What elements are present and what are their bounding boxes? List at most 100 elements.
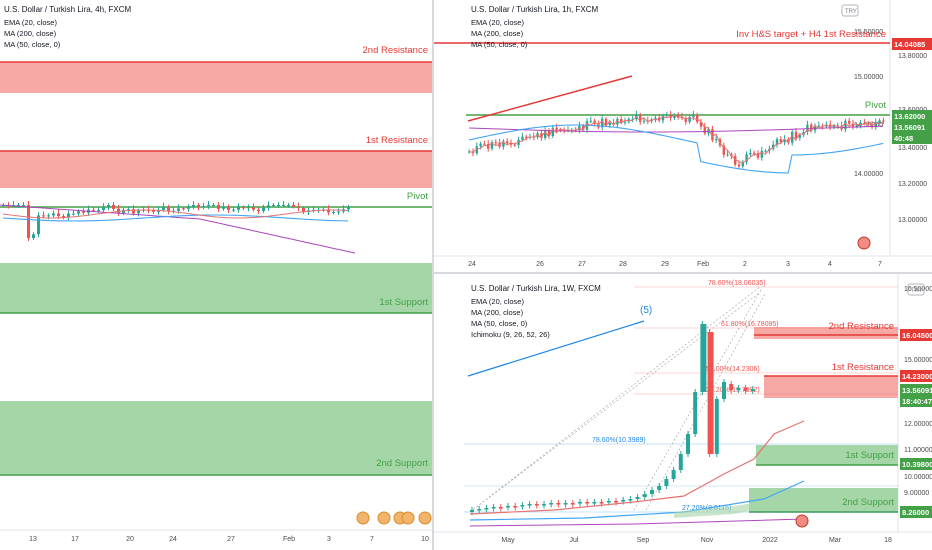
candle-4h (107, 205, 110, 208)
candle-4h (217, 205, 220, 209)
candle-1h (525, 136, 528, 138)
candle-1w (556, 503, 561, 505)
time-axis-label: 13 (29, 536, 37, 543)
time-axis-label: 3 (786, 261, 790, 268)
candle-1w (614, 501, 618, 503)
chart-title-1w: U.S. Dollar / Turkish Lira, 1W, FXCM (471, 284, 601, 293)
price-axis-label: 13.40000 (898, 145, 927, 152)
chart-panel-4h[interactable]: 14.5000014.0000013.5000013.0000012.50000… (0, 0, 432, 550)
candle-1h (829, 124, 832, 128)
candle-1h (760, 150, 763, 158)
time-axis-label: Jul (570, 537, 579, 544)
candle-1h (783, 139, 786, 143)
currency-badge[interactable] (841, 4, 859, 17)
time-axis-label: 24 (468, 261, 476, 268)
level-price-tag-0: 14.04085 (894, 40, 925, 49)
vertical-divider[interactable] (432, 0, 434, 550)
chart-1w-svg[interactable]: 16.5000015.0000013.0000012.0000011.00000… (434, 274, 932, 550)
candle-1w (714, 399, 719, 454)
candle-1h (612, 122, 615, 125)
level-label-2: Pivot (407, 191, 428, 202)
fib-level-label: 61.80%(16.78085) (721, 321, 779, 328)
level-label-1: Pivot (865, 100, 886, 111)
event-flag-icon[interactable] (356, 511, 370, 525)
event-flag-icon[interactable] (377, 511, 391, 525)
ichimoku-cloud (674, 494, 804, 518)
candle-4h (162, 206, 165, 210)
level-price-tag-1-bg (900, 370, 932, 382)
candle-1h (745, 154, 748, 162)
candle-4h (187, 207, 190, 209)
event-flag-icon[interactable] (401, 511, 415, 525)
event-flag-icon[interactable] (795, 514, 809, 528)
uptrend-line[interactable] (467, 75, 633, 122)
time-axis-label: Sep (637, 537, 650, 544)
zone-1st-support (0, 263, 432, 313)
candle-4h (177, 208, 180, 211)
zone-1st-resistance (0, 151, 432, 188)
candle-1h (787, 139, 790, 143)
price-axis-label: 11.00000 (904, 447, 932, 454)
candle-1h (794, 131, 798, 138)
time-axis-label: 24 (169, 536, 177, 543)
event-flag-icon[interactable] (418, 511, 432, 525)
candle-1w (686, 434, 690, 454)
wave-label: (5) (640, 305, 652, 316)
price-axis-label: 10.00000 (904, 474, 932, 481)
currency-badge[interactable] (907, 283, 925, 296)
candle-1w (729, 384, 734, 390)
candle-1h (832, 125, 836, 128)
level-label-3: 2nd Support (842, 497, 894, 508)
candle-1h (677, 115, 680, 117)
candle-1w (585, 502, 590, 504)
candle-4h (232, 209, 235, 211)
chart-1h-svg[interactable]: 15.5000015.0000014.5000014.0000013.80000… (434, 0, 932, 272)
current-price-tag: 13.56091 (894, 123, 925, 132)
candle-1h (513, 144, 516, 146)
candle-1h (547, 130, 551, 137)
price-axis-label: 9.00000 (904, 490, 929, 497)
horizontal-divider[interactable] (434, 272, 932, 274)
candle-4h (32, 234, 35, 239)
event-flag-icon[interactable] (857, 236, 871, 250)
indicator-label-1h: MA (200, close) (471, 29, 524, 38)
candle-1h (490, 142, 494, 149)
level-price-tag-3-bg (900, 506, 932, 518)
candle-1h (639, 114, 642, 122)
candle-1w (635, 497, 640, 499)
chart-panel-1h[interactable]: 15.5000015.0000014.5000014.0000013.80000… (434, 0, 932, 272)
candle-1w (599, 502, 604, 504)
indicator-label-4h: MA (50, close, 0) (4, 40, 61, 49)
candle-4h (92, 209, 95, 211)
chart-panel-1w[interactable]: 16.5000015.0000013.0000012.0000011.00000… (434, 274, 932, 550)
candle-4h (287, 205, 290, 206)
time-axis-label: 2 (743, 261, 747, 268)
wave-trend-line[interactable] (467, 320, 645, 377)
zone-2nd-support (0, 401, 432, 475)
ma50-line-4h (2, 214, 349, 222)
candle-4h (237, 207, 240, 210)
candle-4h (222, 206, 225, 209)
fib-level-label: 78.60%(10.3989) (592, 437, 646, 444)
candle-1h (680, 116, 684, 119)
candle-1h (509, 143, 513, 145)
candle-1h (715, 139, 718, 141)
candle-4h (212, 205, 215, 206)
candle-4h (62, 216, 65, 218)
candle-4h (137, 210, 140, 214)
time-axis-label: 17 (71, 536, 79, 543)
candle-1h (848, 120, 851, 124)
candle-4h (262, 207, 265, 212)
level-price-tag-1: 14.23000 (902, 372, 932, 381)
candle-4h (227, 206, 230, 210)
candle-1h (737, 164, 741, 167)
candle-1w (578, 502, 582, 504)
candle-4h (302, 207, 305, 213)
candle-1h (665, 115, 668, 117)
candle-4h (337, 211, 340, 213)
candle-1h (844, 120, 847, 130)
candle-1w (527, 504, 532, 506)
indicator-label-1h: MA (50, close, 0) (471, 40, 528, 49)
current-timer-tag-bg (900, 395, 932, 407)
chart-4h-svg[interactable]: 14.5000014.0000013.5000013.0000012.50000… (0, 0, 432, 550)
